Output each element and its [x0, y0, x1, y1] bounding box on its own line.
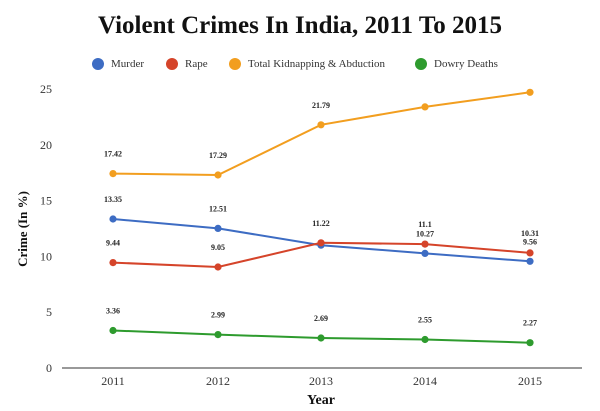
legend-item-rape[interactable]: Rape: [166, 55, 208, 73]
y-tick-label: 20: [40, 138, 52, 152]
x-tick-label: 2014: [413, 374, 437, 388]
data-label: 9.56: [523, 237, 537, 246]
data-label: 3.36: [106, 307, 120, 316]
y-axis-title: Crime (In %): [15, 191, 30, 267]
legend-label-rape: Rape: [185, 58, 208, 70]
legend-label-dowry: Dowry Deaths: [434, 58, 498, 70]
data-point[interactable]: [317, 334, 325, 342]
data-point[interactable]: [526, 249, 534, 257]
x-tick-label: 2012: [206, 374, 230, 388]
legend-swatch-rape: [166, 58, 178, 70]
data-label: 9.05: [211, 243, 225, 252]
y-tick-label: 0: [46, 361, 52, 375]
data-label: 2.99: [211, 311, 225, 320]
x-axis-title: Year: [307, 393, 335, 408]
data-label: 12.51: [209, 204, 227, 213]
data-label: 2.27: [523, 319, 537, 328]
data-point[interactable]: [109, 326, 117, 335]
data-point[interactable]: [526, 339, 534, 347]
data-label: 17.29: [209, 151, 227, 160]
data-label: 10.31: [521, 229, 539, 238]
data-point[interactable]: [421, 249, 429, 257]
y-tick-label: 25: [40, 82, 52, 96]
data-point[interactable]: [109, 215, 117, 223]
data-point[interactable]: [421, 103, 429, 111]
data-point[interactable]: [317, 121, 325, 129]
data-label: 2.55: [418, 316, 432, 325]
data-point[interactable]: [421, 240, 429, 248]
x-tick-label: 2013: [309, 374, 333, 388]
y-tick-label: 5: [46, 305, 52, 319]
legend-item-kidnapping[interactable]: Total Kidnapping & Abduction: [229, 55, 385, 73]
data-point[interactable]: [421, 335, 429, 344]
y-axis-ticks: 0 5 10 15 20 25: [40, 82, 52, 375]
data-point[interactable]: [214, 263, 222, 271]
data-point[interactable]: [317, 239, 325, 247]
data-point[interactable]: [109, 259, 117, 267]
legend-label-kidnapping: Total Kidnapping & Abduction: [248, 58, 386, 70]
data-label: 2.69: [314, 314, 328, 323]
legend-swatch-kidnapping: [229, 58, 241, 70]
chart-title: Violent Crimes In India, 2011 To 2015: [97, 12, 502, 39]
data-point[interactable]: [214, 331, 222, 339]
data-label: 21.79: [312, 101, 330, 110]
data-label-layer: 13.35 12.51 10.27 9.56 9.44 9.05 11.22 11.1 10.3…: [104, 101, 539, 328]
y-tick-label: 10: [40, 249, 52, 263]
data-point[interactable]: [526, 257, 534, 265]
data-label: 10.27: [416, 229, 434, 238]
data-label: 17.42: [104, 150, 122, 159]
data-label: 11.22: [312, 219, 330, 228]
chart-legend: Murder Rape Total Kidnapping & Abduction…: [0, 55, 600, 73]
legend-swatch-murder: [92, 58, 104, 70]
data-label: 11.1: [418, 220, 432, 229]
x-tick-label: 2011: [101, 374, 125, 388]
data-point[interactable]: [214, 224, 222, 232]
y-tick-label: 15: [40, 194, 52, 208]
legend-item-murder[interactable]: Murder: [92, 55, 144, 73]
legend-item-dowry[interactable]: Dowry Deaths: [415, 55, 498, 73]
series-layer: [109, 88, 534, 347]
legend-swatch-dowry: [415, 58, 427, 70]
data-point[interactable]: [109, 170, 117, 178]
data-point[interactable]: [526, 88, 534, 96]
data-label: 13.35: [104, 195, 122, 204]
x-axis-ticks: 2011 2012 2013 2014 2015: [101, 374, 542, 388]
x-tick-label: 2015: [518, 374, 542, 388]
data-point[interactable]: [214, 171, 222, 179]
legend-label-murder: Murder: [111, 58, 144, 70]
data-label: 9.44: [106, 239, 120, 248]
